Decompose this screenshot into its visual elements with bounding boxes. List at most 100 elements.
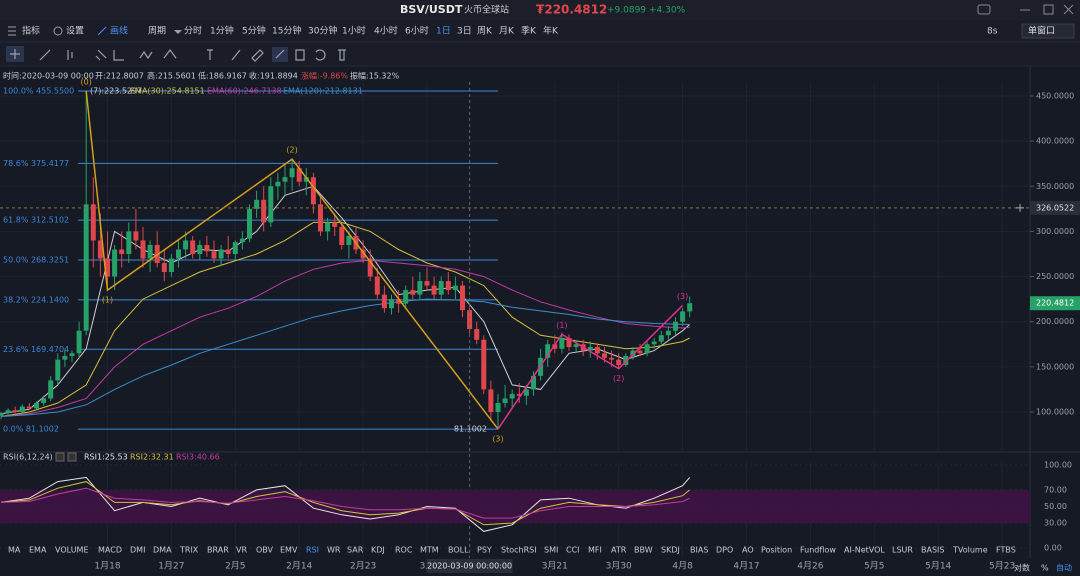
indicator-tab[interactable]: TVolume bbox=[952, 546, 988, 555]
indicator-tab[interactable]: Position bbox=[761, 546, 792, 555]
indicator-tab[interactable]: DMI bbox=[130, 546, 145, 555]
indicator-tab[interactable]: ROC bbox=[395, 546, 413, 555]
indicator-tab[interactable]: WR bbox=[327, 546, 341, 555]
period-button[interactable]: 5分钟 bbox=[242, 25, 266, 37]
toolbar-button[interactable]: 画线 bbox=[110, 25, 128, 37]
toolbar-button[interactable]: 设置 bbox=[66, 26, 84, 37]
scale-option[interactable]: 自动 bbox=[1056, 563, 1072, 573]
indicator-tab[interactable]: BBW bbox=[634, 546, 653, 555]
indicator-tab[interactable]: BASIS bbox=[921, 546, 944, 555]
candle-body bbox=[140, 240, 146, 259]
tool-crosshair[interactable] bbox=[10, 49, 20, 59]
tool-measure[interactable] bbox=[251, 49, 264, 62]
candle-body bbox=[609, 357, 615, 360]
indicator-tab[interactable]: ATR bbox=[611, 546, 627, 555]
period-button[interactable]: 周K bbox=[477, 26, 493, 37]
indicator-tab[interactable]: BIAS bbox=[690, 546, 708, 555]
period-button[interactable]: 3日 bbox=[457, 26, 472, 37]
ma-legend: (7):223.5297 bbox=[90, 87, 142, 96]
candle-body bbox=[317, 204, 323, 232]
indicator-tab[interactable]: AO bbox=[742, 546, 754, 555]
indicator-tab[interactable]: AI-NetVOL bbox=[844, 546, 885, 555]
fullscreen-button[interactable] bbox=[977, 4, 991, 15]
candle-body bbox=[246, 208, 252, 239]
indicator-tab[interactable]: VOLUME bbox=[55, 546, 89, 555]
scale-option[interactable]: 对数 bbox=[1014, 563, 1030, 573]
indicator-tab[interactable]: CCI bbox=[566, 546, 580, 555]
period-button[interactable]: 分时 bbox=[184, 25, 202, 37]
maximize-button[interactable] bbox=[1043, 4, 1054, 15]
candle-body bbox=[26, 406, 32, 409]
indicator-tab[interactable]: Fundflow bbox=[800, 546, 836, 555]
period-button[interactable]: 6小时 bbox=[405, 25, 429, 37]
x-tick-label: 4月17 bbox=[733, 561, 759, 572]
rsi-icon[interactable] bbox=[67, 452, 77, 462]
indicator-tab[interactable]: KDJ bbox=[371, 546, 385, 555]
indicator-tab[interactable]: SMI bbox=[544, 546, 558, 555]
tool-wave[interactable] bbox=[163, 49, 177, 59]
y-tick-label: 150.0000 bbox=[1036, 362, 1074, 371]
candle-body bbox=[83, 204, 89, 331]
indicator-tab[interactable]: RSI bbox=[306, 546, 319, 555]
indicator-tab[interactable]: OBV bbox=[256, 546, 274, 555]
tool-text[interactable] bbox=[207, 49, 213, 60]
candle-body bbox=[268, 186, 274, 223]
indicator-tab[interactable]: SAR bbox=[347, 546, 364, 555]
tool-lock[interactable] bbox=[295, 49, 305, 61]
indicator-tab[interactable]: MACD bbox=[98, 546, 122, 555]
period-button[interactable]: 月K bbox=[499, 26, 515, 37]
indicator-tab[interactable]: MA bbox=[8, 546, 21, 555]
ohlc-info: 时间:2020-03-09 00:00 bbox=[3, 71, 94, 81]
tool-fib[interactable] bbox=[113, 50, 124, 61]
indicator-tab[interactable]: LSUR bbox=[892, 546, 913, 555]
period-button[interactable]: 15分钟 bbox=[272, 25, 301, 37]
period-button[interactable]: 4小时 bbox=[374, 25, 398, 37]
indicator-tab[interactable]: BOLL bbox=[448, 546, 469, 555]
candle-body bbox=[623, 356, 629, 366]
tool-magnet[interactable] bbox=[275, 49, 285, 59]
candle-body bbox=[374, 276, 380, 295]
indicator-tab[interactable]: EMA bbox=[29, 546, 47, 555]
tool-parallel[interactable] bbox=[95, 49, 107, 61]
toolbar-button[interactable]: 指标 bbox=[22, 25, 40, 37]
candle-body bbox=[445, 281, 451, 291]
indicator-tab[interactable]: StochRSI bbox=[501, 546, 537, 555]
indicator-tab[interactable]: VR bbox=[236, 546, 247, 555]
period-button[interactable]: 30分钟 bbox=[308, 25, 337, 37]
tool-pattern[interactable] bbox=[139, 50, 153, 60]
y-tick-label: 400.0000 bbox=[1036, 137, 1074, 146]
wave-label: (1) bbox=[556, 321, 567, 330]
indicator-tab[interactable]: EMV bbox=[280, 546, 298, 555]
window-select[interactable] bbox=[1021, 23, 1075, 39]
window-buttons[interactable] bbox=[977, 4, 1074, 15]
tool-brush[interactable] bbox=[231, 49, 241, 61]
indicator-tab[interactable]: FTBS bbox=[996, 546, 1016, 555]
period-button[interactable]: 1分钟 bbox=[210, 25, 234, 37]
candle-body bbox=[275, 181, 281, 187]
indicator-tab[interactable]: MTM bbox=[420, 546, 439, 555]
indicator-tab[interactable]: DPO bbox=[716, 546, 733, 555]
ma-line bbox=[0, 221, 690, 417]
wave-line bbox=[497, 304, 684, 430]
tool-hide[interactable] bbox=[315, 49, 326, 61]
indicator-tab[interactable]: MFI bbox=[588, 546, 602, 555]
period-button[interactable]: 年K bbox=[543, 25, 559, 37]
tool-delete[interactable] bbox=[338, 49, 346, 61]
close-button[interactable] bbox=[1063, 4, 1074, 15]
candle-body bbox=[360, 249, 366, 259]
indicator-tab[interactable]: TRIX bbox=[179, 546, 199, 555]
drawing-tools[interactable] bbox=[6, 46, 346, 62]
scale-option[interactable]: % bbox=[1041, 564, 1049, 573]
period-button[interactable]: 1日 bbox=[436, 26, 451, 37]
candle-body bbox=[381, 294, 387, 309]
indicator-tab[interactable]: DMA bbox=[153, 546, 172, 555]
indicator-tab[interactable]: PSY bbox=[477, 546, 492, 555]
period-button[interactable]: 1小时 bbox=[342, 25, 366, 37]
indicator-tab[interactable]: BRAR bbox=[207, 546, 229, 555]
period-button[interactable]: 季K bbox=[521, 25, 537, 37]
tool-ray[interactable] bbox=[67, 50, 73, 60]
indicator-tab[interactable]: SKDJ bbox=[661, 546, 680, 555]
rsi-icon[interactable] bbox=[55, 452, 65, 462]
tool-line[interactable] bbox=[39, 49, 51, 61]
change: +9.0899 bbox=[607, 6, 646, 16]
